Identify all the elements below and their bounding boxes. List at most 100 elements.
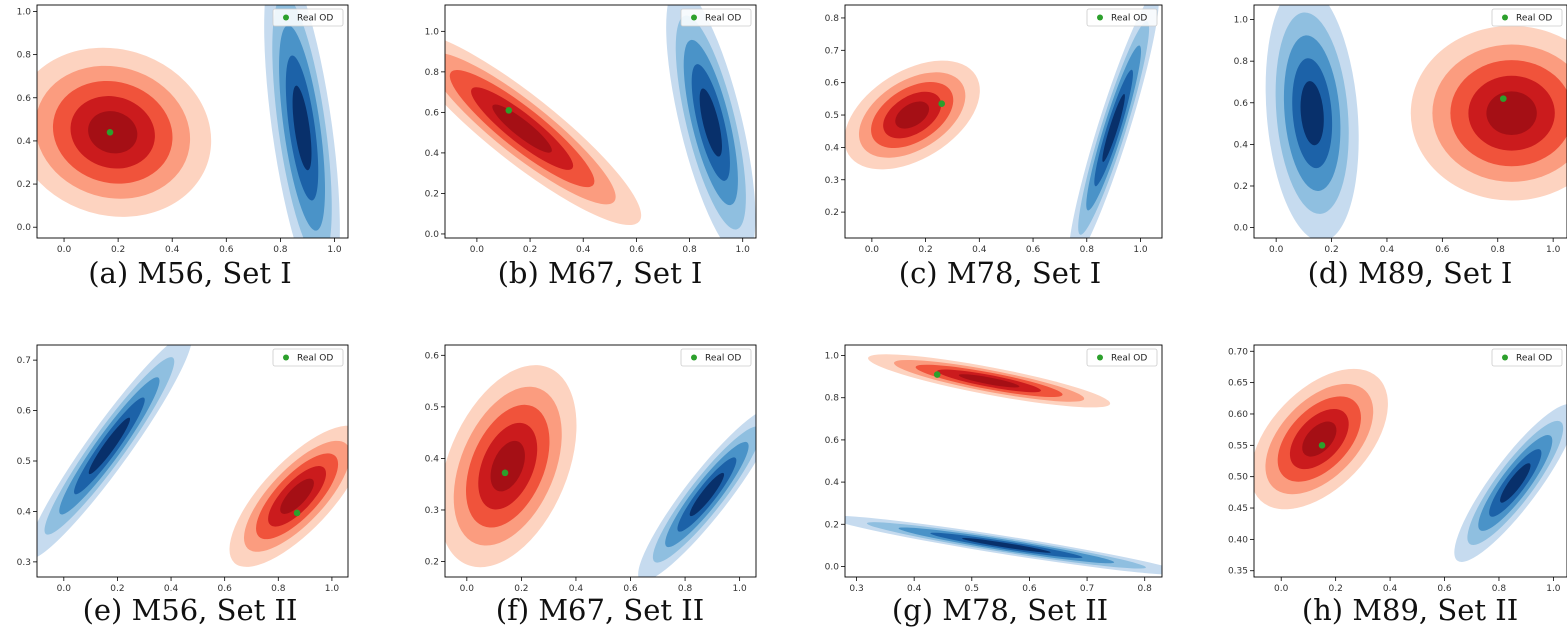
x-tick-label: 0.2	[918, 245, 932, 255]
legend-label: Real OD	[705, 14, 741, 24]
y-tick-label: 0.6	[425, 108, 440, 118]
real-od-point	[933, 371, 941, 378]
x-tick-label: 0.7	[1080, 584, 1094, 594]
x-tick-label: 0.2	[1328, 584, 1342, 594]
y-tick-label: 0.55	[1228, 441, 1248, 451]
y-tick-label: 0.0	[425, 230, 440, 240]
x-tick-label: 0.8	[682, 245, 697, 255]
density-layer	[37, 345, 348, 567]
density-layer	[845, 5, 1159, 238]
legend-label: Real OD	[1516, 14, 1552, 24]
x-tick-label: 0.8	[273, 245, 288, 255]
y-tick-label: 0.0	[1234, 224, 1249, 234]
legend-box	[272, 8, 344, 27]
y-tick-label: 0.2	[825, 208, 839, 218]
blue-density-contour-5	[1300, 81, 1324, 146]
y-tick-label: 0.70	[1228, 347, 1248, 357]
panel-caption: (g) M78, Set II	[892, 593, 1108, 627]
y-tick-label: 0.8	[1234, 57, 1249, 67]
x-tick-label: 1.0	[327, 245, 342, 255]
x-tick-label: 1.0	[325, 584, 340, 594]
x-tick-label: 0.0	[865, 245, 880, 255]
red-density-contour-5	[1486, 91, 1537, 136]
x-tick-label: 0.6	[218, 584, 233, 594]
x-tick-label: 1.0	[1133, 245, 1148, 255]
legend-marker	[691, 14, 697, 21]
y-tick-label: 0.6	[825, 436, 840, 446]
y-tick-label: 0.65	[1228, 379, 1248, 389]
x-tick-label: 0.8	[1138, 584, 1153, 594]
blue-density-contour-5	[1500, 463, 1531, 503]
x-tick-label: 0.3	[849, 584, 863, 594]
legend-box	[1086, 348, 1158, 367]
x-tick-label: 0.4	[1383, 584, 1398, 594]
legend-marker	[283, 354, 289, 361]
x-tick-label: 0.8	[678, 584, 693, 594]
real-od-point	[505, 107, 513, 114]
x-tick-label: 0.6	[1022, 584, 1037, 594]
axes-frame	[844, 344, 1163, 578]
legend-marker	[691, 354, 697, 361]
y-tick-label: 0.60	[1228, 410, 1248, 420]
x-tick-label: 1.0	[1546, 584, 1561, 594]
x-tick-label: 0.2	[523, 245, 537, 255]
blue-density-contour-5	[962, 537, 1051, 553]
density-layer	[1265, 5, 1567, 238]
blue-density-contour-5	[88, 417, 131, 475]
x-tick-label: 0.0	[57, 584, 72, 594]
chart-panel-6: 0.0 0.2 0.4 0.6 0.8 1.0 0.2 0.3 0.4 0.5 0.6 Real OD…	[425, 344, 757, 627]
x-tick-label: 0.4	[165, 245, 180, 255]
y-tick-label: 0.35	[1228, 567, 1248, 577]
real-od-point	[106, 128, 114, 136]
y-tick-label: 0.3	[17, 558, 31, 568]
axes-frame	[1253, 4, 1567, 239]
panel-caption: (a) M56, Set I	[88, 256, 292, 290]
y-tick-label: 0.0	[825, 562, 840, 572]
blue-density-contour-5	[689, 472, 725, 517]
y-tick-label: 0.4	[17, 137, 32, 147]
legend-box	[1086, 8, 1158, 27]
x-tick-label: 0.6	[1435, 245, 1450, 255]
legend-box	[1491, 348, 1563, 367]
chart-panel-4: 0.0 0.2 0.4 0.6 0.8 1.0 0.0 0.2 0.4 0.6 0.8 1.0 Real…	[1234, 4, 1567, 290]
x-tick-label: 0.4	[164, 584, 179, 594]
y-tick-label: 0.4	[425, 454, 440, 464]
x-tick-label: 0.2	[110, 584, 124, 594]
y-tick-label: 0.8	[17, 51, 32, 61]
x-tick-label: 0.2	[1324, 245, 1338, 255]
y-tick-label: 0.4	[825, 143, 840, 153]
x-tick-label: 0.4	[576, 245, 591, 255]
axes-frame	[844, 4, 1163, 239]
legend-box	[272, 348, 344, 367]
red-density-contour-5	[958, 374, 1020, 388]
panel-caption: (f) M67, Set II	[496, 593, 704, 627]
panel-caption: (c) M78, Set I	[899, 256, 1101, 290]
x-tick-label: 0.0	[1269, 245, 1284, 255]
legend-marker	[1502, 14, 1508, 21]
y-tick-label: 0.8	[825, 394, 840, 404]
x-tick-label: 0.6	[629, 245, 644, 255]
legend-label: Real OD	[1111, 354, 1147, 364]
blue-density-contour-5	[292, 85, 312, 171]
real-od-point	[1499, 95, 1507, 102]
y-tick-label: 1.0	[425, 27, 440, 37]
x-tick-label: 0.8	[1491, 245, 1506, 255]
x-tick-label: 0.8	[1080, 245, 1095, 255]
y-tick-label: 0.6	[1234, 99, 1249, 109]
x-tick-label: 0.4	[569, 584, 584, 594]
x-tick-label: 0.8	[271, 584, 286, 594]
x-tick-label: 0.4	[1380, 245, 1395, 255]
red-density-contour-5	[280, 478, 314, 514]
y-tick-label: 0.40	[1228, 535, 1248, 545]
x-tick-label: 0.6	[1026, 245, 1041, 255]
legend-box	[680, 8, 752, 27]
density-layer	[445, 365, 756, 577]
red-density-contour-5	[895, 101, 930, 129]
blue-density-contour-5	[699, 88, 722, 157]
x-tick-label: 0.2	[514, 584, 528, 594]
y-tick-label: 0.6	[17, 407, 32, 417]
chart-panel-3: 0.0 0.2 0.4 0.6 0.8 1.0 0.2 0.3 0.4 0.5 0.6 0.7 0.8 R…	[825, 4, 1163, 290]
x-tick-label: 0.8	[1492, 584, 1507, 594]
y-tick-label: 0.2	[425, 189, 439, 199]
